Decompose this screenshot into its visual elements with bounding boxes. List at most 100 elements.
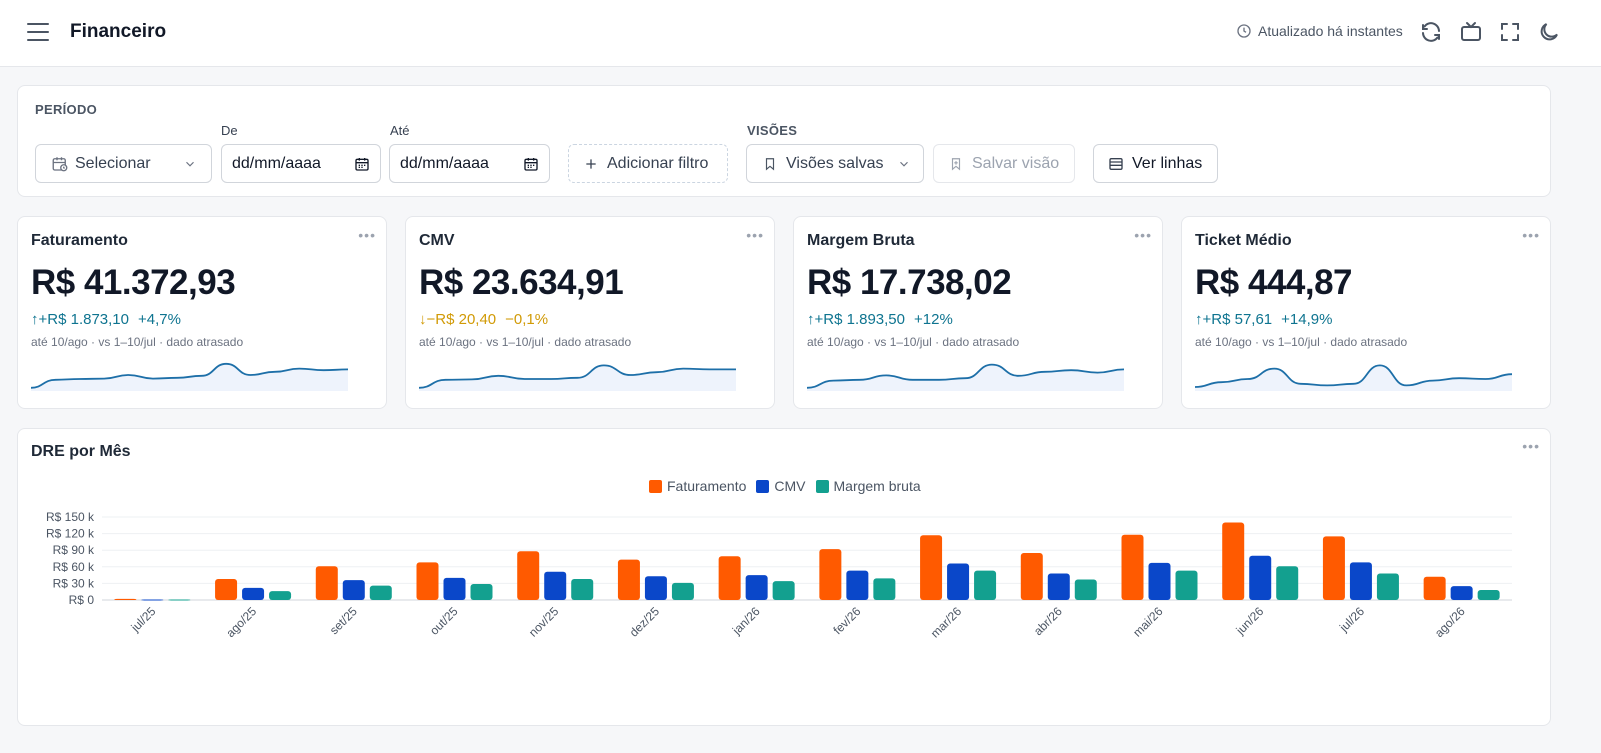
bar[interactable] [416, 562, 439, 600]
add-filter-label: Adicionar filtro [607, 154, 709, 172]
filter-panel: PERÍODO Selecionar De dd/mm/aaaa Até dd/… [17, 85, 1551, 197]
last-updated-status: Atualizado há instantes [1236, 23, 1403, 39]
legend-label: CMV [774, 478, 806, 494]
more-options-icon[interactable]: ••• [1522, 227, 1540, 243]
sparkline-line [31, 362, 349, 389]
bar[interactable] [1047, 573, 1070, 600]
bar[interactable] [1276, 566, 1299, 600]
bar[interactable] [1322, 536, 1345, 600]
x-tick-label: ago/26 [1432, 604, 1468, 640]
bar[interactable] [369, 585, 392, 600]
bar[interactable] [443, 577, 466, 600]
x-tick-label: jun/26 [1233, 604, 1267, 638]
bar[interactable] [168, 599, 191, 601]
bar[interactable] [947, 563, 970, 600]
kpi-delta-abs: ↑+R$ 1.873,10 [31, 311, 129, 328]
bar[interactable] [1423, 576, 1446, 600]
more-options-icon[interactable]: ••• [358, 227, 376, 243]
bar[interactable] [114, 598, 137, 600]
bar[interactable] [1450, 586, 1473, 600]
more-options-icon[interactable]: ••• [746, 227, 764, 243]
kpi-title: Margem Bruta [807, 232, 915, 249]
bookmark-icon [765, 157, 775, 170]
views-section-label: VISÕES [747, 123, 798, 138]
x-tick-label: jan/26 [729, 604, 763, 638]
bar[interactable] [974, 570, 997, 600]
bar[interactable] [920, 535, 943, 600]
calendar-icon[interactable] [523, 156, 539, 172]
from-date-input[interactable]: dd/mm/aaaa [221, 144, 381, 183]
calendar-icon[interactable] [354, 156, 370, 172]
y-tick-label: R$ 150 k [46, 510, 95, 524]
sparkline [419, 364, 736, 391]
bar[interactable] [644, 576, 667, 600]
top-bar: Financeiro Atualizado há instantes [0, 0, 1601, 67]
saved-views-select[interactable]: Visões salvas [746, 144, 924, 183]
kpi-title: Ticket Médio [1195, 232, 1292, 249]
kpi-value: R$ 41.372,93 [31, 263, 236, 302]
sparkline-line [1195, 364, 1513, 388]
menu-icon[interactable] [27, 21, 50, 43]
clock-icon [1237, 24, 1251, 38]
bar[interactable] [1175, 570, 1198, 600]
bar[interactable] [571, 578, 594, 600]
bar[interactable] [1121, 534, 1144, 600]
kpi-title: Faturamento [31, 232, 128, 249]
bar[interactable] [1148, 562, 1171, 600]
legend-item-faturamento[interactable]: Faturamento [649, 478, 746, 494]
more-options-icon[interactable]: ••• [1522, 438, 1540, 454]
bar[interactable] [517, 551, 540, 600]
period-section-label: PERÍODO [35, 102, 98, 117]
bar[interactable] [846, 570, 869, 600]
bar[interactable] [873, 578, 896, 600]
bar[interactable] [1020, 552, 1043, 600]
sparkline [31, 362, 349, 391]
to-date-input[interactable]: dd/mm/aaaa [389, 144, 550, 183]
bar[interactable] [544, 571, 567, 600]
legend-item-cmv[interactable]: CMV [756, 478, 806, 494]
bar[interactable] [470, 583, 493, 600]
refresh-icon[interactable] [1419, 20, 1443, 44]
bar[interactable] [242, 587, 265, 600]
x-tick-label: abr/26 [1031, 604, 1065, 638]
tv-icon[interactable] [1459, 20, 1483, 44]
table-icon [1109, 157, 1123, 170]
bar[interactable] [141, 599, 164, 601]
add-filter-button[interactable]: Adicionar filtro [568, 144, 728, 183]
kpi-delta-abs: ↓−R$ 20,40 [419, 311, 497, 328]
chart-title: DRE por Mês [31, 443, 131, 460]
bar[interactable] [617, 559, 640, 600]
period-select[interactable]: Selecionar [35, 144, 212, 183]
bar[interactable] [772, 581, 795, 600]
bar[interactable] [215, 578, 238, 600]
bar[interactable] [671, 582, 694, 600]
bar[interactable] [342, 580, 365, 600]
bar[interactable] [1376, 573, 1399, 600]
see-rows-button[interactable]: Ver linhas [1093, 144, 1218, 183]
fullscreen-icon[interactable] [1498, 20, 1522, 44]
last-updated-text: Atualizado há instantes [1258, 23, 1403, 39]
bar[interactable] [269, 591, 292, 600]
chevron-down-icon [186, 161, 194, 167]
x-tick-label: fev/26 [830, 604, 863, 637]
bar[interactable] [1477, 590, 1500, 600]
bar[interactable] [1222, 522, 1245, 600]
bar[interactable] [718, 556, 741, 600]
bar[interactable] [745, 575, 768, 600]
bar[interactable] [315, 566, 338, 600]
kpi-note: até 10/ago · vs 1–10/jul · dado atrasado [1195, 335, 1408, 349]
calendar-clock-icon [52, 156, 68, 171]
save-view-button[interactable]: Salvar visão [933, 144, 1075, 183]
to-date-placeholder: dd/mm/aaaa [400, 154, 489, 172]
bar[interactable] [1349, 562, 1372, 600]
kpi-delta: ↑+R$ 57,61 +14,9% [1195, 311, 1332, 328]
more-options-icon[interactable]: ••• [1134, 227, 1152, 243]
bar[interactable] [1249, 555, 1272, 600]
kpi-delta: ↑+R$ 1.873,10 +4,7% [31, 311, 181, 328]
bar[interactable] [1074, 579, 1097, 600]
dark-mode-icon[interactable] [1537, 20, 1561, 44]
sparkline-area [807, 364, 1124, 391]
legend-item-margem-bruta[interactable]: Margem bruta [815, 478, 921, 494]
bar[interactable] [819, 549, 842, 600]
kpi-note: até 10/ago · vs 1–10/jul · dado atrasado [419, 335, 632, 349]
